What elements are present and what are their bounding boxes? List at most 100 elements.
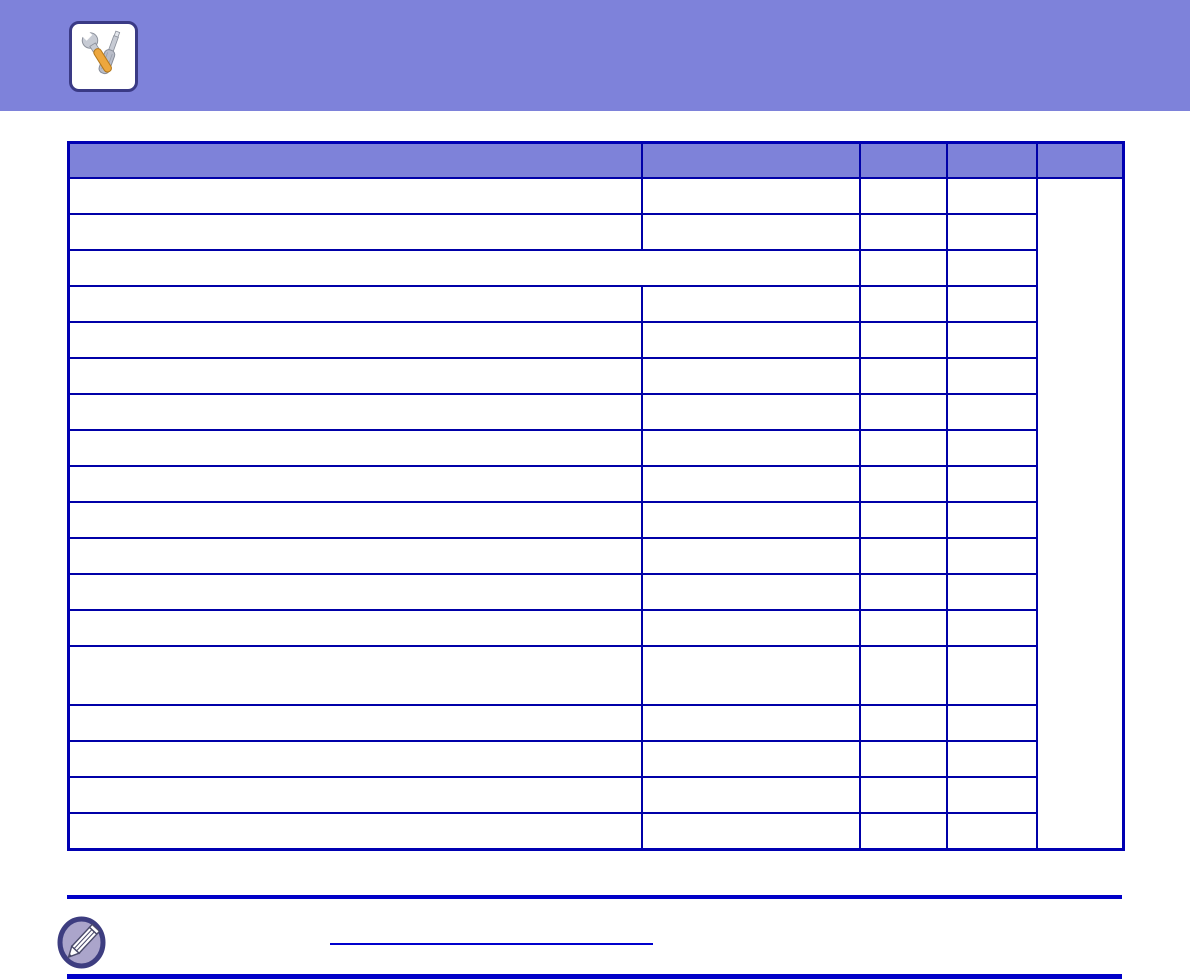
table-header-row xyxy=(67,141,1125,179)
table-cell xyxy=(858,645,948,706)
table-cell xyxy=(945,812,1038,851)
table-cell xyxy=(945,537,1038,575)
table-cell xyxy=(945,573,1038,611)
table-cell xyxy=(858,812,948,851)
table-cell xyxy=(67,393,643,431)
pencil-note-icon xyxy=(57,916,106,969)
table-merged-last-column-cell xyxy=(1035,177,1125,851)
table-cell xyxy=(640,537,861,575)
table-row xyxy=(67,249,1124,287)
table-row xyxy=(67,357,1124,395)
table-cell xyxy=(67,465,643,503)
divider-rule-upper xyxy=(67,895,1122,899)
table-cell xyxy=(858,573,948,611)
tools-icon-box xyxy=(69,21,138,92)
table-cell xyxy=(858,609,948,647)
table-cell xyxy=(945,393,1038,431)
table-row xyxy=(67,465,1124,503)
page-header-band xyxy=(0,0,1190,111)
footer-link[interactable] xyxy=(330,926,653,945)
table-row xyxy=(67,645,1124,706)
table-cell xyxy=(945,285,1038,323)
settings-table xyxy=(67,141,1125,851)
table-row xyxy=(67,776,1124,814)
table-cell xyxy=(640,429,861,467)
table-header-cell xyxy=(945,141,1038,179)
table-cell xyxy=(858,704,948,742)
table-cell xyxy=(945,501,1038,539)
table-row xyxy=(67,501,1124,539)
table-cell xyxy=(858,501,948,539)
table-cell xyxy=(67,429,643,467)
table-cell xyxy=(67,249,861,287)
table-cell xyxy=(858,740,948,778)
table-cell xyxy=(945,740,1038,778)
table-row xyxy=(67,740,1124,778)
table-row xyxy=(67,177,1125,851)
table-cell xyxy=(67,501,643,539)
table-cell xyxy=(640,812,861,851)
table-row xyxy=(67,213,1124,251)
table-cell xyxy=(640,285,861,323)
table-cell xyxy=(640,465,861,503)
table-cell xyxy=(640,740,861,778)
table-cell xyxy=(858,357,948,395)
table-cell xyxy=(67,704,643,742)
table-cell xyxy=(640,177,861,215)
table-cell xyxy=(858,177,948,215)
table-cell xyxy=(945,645,1038,706)
table-cell xyxy=(67,177,643,215)
table-cell xyxy=(858,321,948,359)
table-cell xyxy=(67,812,643,851)
table-cell xyxy=(858,285,948,323)
table-row xyxy=(67,393,1124,431)
table-cell xyxy=(945,357,1038,395)
table-cell xyxy=(640,573,861,611)
table-row xyxy=(67,429,1124,467)
table-cell xyxy=(67,285,643,323)
table-cell xyxy=(67,321,643,359)
table-header-cell xyxy=(858,141,948,179)
table-cell xyxy=(945,321,1038,359)
table-cell xyxy=(945,213,1038,251)
table-row xyxy=(67,704,1124,742)
table-row xyxy=(67,537,1124,575)
table-cell xyxy=(67,645,643,706)
table-header-cell xyxy=(67,141,643,179)
table-cell xyxy=(945,609,1038,647)
table-cell xyxy=(67,776,643,814)
table-cell xyxy=(67,609,643,647)
table-row xyxy=(67,321,1124,359)
divider-rule-lower xyxy=(67,974,1122,979)
table-cell xyxy=(640,213,861,251)
table-row xyxy=(67,573,1124,611)
table-cell xyxy=(858,537,948,575)
table-cell xyxy=(67,740,643,778)
table-cell xyxy=(640,609,861,647)
table-cell xyxy=(858,249,948,287)
table-row xyxy=(67,609,1124,647)
table-cell xyxy=(945,429,1038,467)
table-cell xyxy=(640,357,861,395)
table-cell xyxy=(945,249,1038,287)
table-cell xyxy=(67,573,643,611)
table-row xyxy=(67,812,1124,851)
table-cell xyxy=(858,776,948,814)
table-cell xyxy=(640,645,861,706)
table-cell xyxy=(67,213,643,251)
table-cell xyxy=(640,501,861,539)
table-cell xyxy=(640,393,861,431)
table-cell xyxy=(858,429,948,467)
table-cell xyxy=(945,177,1038,215)
table-cell xyxy=(858,465,948,503)
table-cell xyxy=(858,213,948,251)
table-header-cell xyxy=(1035,141,1125,179)
table-cell xyxy=(67,357,643,395)
table-row xyxy=(67,285,1124,323)
table-cell xyxy=(640,704,861,742)
table-cell xyxy=(945,465,1038,503)
table-header-cell xyxy=(640,141,861,179)
table-cell xyxy=(640,776,861,814)
tools-icon xyxy=(78,27,130,86)
